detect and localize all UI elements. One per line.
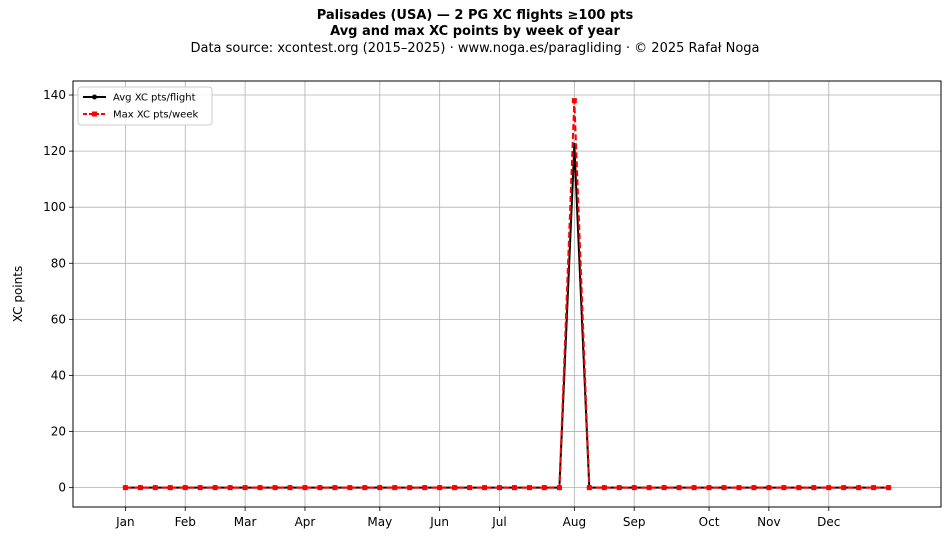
y-tick-label: 100 bbox=[43, 200, 66, 214]
data-point-max bbox=[721, 485, 727, 491]
data-point-max bbox=[272, 485, 278, 491]
y-tick-label: 140 bbox=[43, 88, 66, 102]
x-tick-label: Feb bbox=[175, 515, 196, 529]
chart-titles: Palisades (USA) — 2 PG XC flights ≥100 p… bbox=[0, 8, 950, 57]
legend: Avg XC pts/flight Max XC pts/week bbox=[77, 86, 213, 126]
data-point-max bbox=[482, 485, 488, 491]
x-tick-label: Dec bbox=[817, 515, 840, 529]
data-point-max bbox=[661, 485, 667, 491]
data-point-max bbox=[616, 485, 622, 491]
data-point-max bbox=[811, 485, 817, 491]
data-point-max bbox=[152, 485, 158, 491]
y-tick-label: 20 bbox=[51, 425, 66, 439]
legend-swatch-marker bbox=[92, 94, 97, 100]
data-point-max bbox=[392, 485, 398, 491]
data-point-max bbox=[257, 485, 263, 491]
data-point-max bbox=[826, 485, 832, 491]
data-point-max bbox=[871, 485, 877, 491]
y-tick-label: 60 bbox=[51, 312, 66, 326]
data-point-max bbox=[646, 485, 652, 491]
data-point-max bbox=[781, 485, 787, 491]
data-point-max bbox=[706, 485, 712, 491]
data-point-max bbox=[497, 485, 503, 491]
axes: 0 20 40 60 80 100 120 140 Jan Feb Mar Apr May Jun Jul A… bbox=[43, 88, 840, 529]
data-point-max bbox=[586, 485, 592, 491]
chart-title-line-1: Palisades (USA) — 2 PG XC flights ≥100 p… bbox=[316, 8, 634, 23]
y-tick-label: 40 bbox=[51, 368, 66, 382]
data-point-max bbox=[362, 485, 368, 491]
chart-title-line-2: Avg and max XC points by week of year bbox=[330, 24, 620, 39]
data-point-max bbox=[302, 485, 308, 491]
data-point-max bbox=[511, 485, 517, 491]
data-point-max bbox=[167, 485, 173, 491]
data-point-max bbox=[676, 485, 682, 491]
grid-lines bbox=[73, 81, 941, 507]
legend-entry-label: Max XC pts/week bbox=[113, 110, 198, 121]
x-tick-label: Mar bbox=[234, 515, 257, 529]
data-point-max bbox=[736, 485, 742, 491]
data-point-max bbox=[541, 485, 547, 491]
x-tick-label: Jul bbox=[491, 515, 506, 529]
y-tick-label: 80 bbox=[51, 256, 66, 270]
data-point-max bbox=[796, 485, 802, 491]
data-point-max bbox=[122, 485, 128, 491]
x-tick-label: May bbox=[367, 515, 392, 529]
data-point-max bbox=[691, 485, 697, 491]
plot-frame bbox=[72, 80, 942, 508]
data-point-max bbox=[751, 485, 757, 491]
legend-swatch-marker bbox=[92, 111, 97, 117]
data-point-max bbox=[227, 485, 233, 491]
data-point-max bbox=[452, 485, 458, 491]
data-point-max bbox=[601, 485, 607, 491]
data-point-max bbox=[886, 485, 892, 491]
series-layer bbox=[122, 98, 892, 491]
data-point-max bbox=[377, 485, 383, 491]
series-line-max bbox=[125, 99, 889, 489]
data-point-max bbox=[332, 485, 338, 491]
data-point-max bbox=[197, 485, 203, 491]
data-point-max bbox=[212, 485, 218, 491]
data-point-max bbox=[467, 485, 473, 491]
data-point-max bbox=[766, 485, 772, 491]
data-point-max bbox=[422, 485, 428, 491]
legend-box bbox=[77, 86, 213, 126]
data-point-max bbox=[631, 485, 637, 491]
series-line-avg bbox=[125, 144, 889, 489]
data-point-max bbox=[407, 485, 413, 491]
data-point-max bbox=[137, 485, 143, 491]
x-tick-label: Nov bbox=[757, 515, 780, 529]
data-point-max bbox=[242, 485, 248, 491]
data-point-max bbox=[571, 98, 577, 104]
data-point-max bbox=[526, 485, 532, 491]
x-tick-label: Sep bbox=[623, 515, 646, 529]
x-tick-label: Oct bbox=[699, 515, 720, 529]
data-point-max bbox=[317, 485, 323, 491]
data-point-max bbox=[182, 485, 188, 491]
data-point-max bbox=[287, 485, 293, 491]
chart-subtitle: Data source: xcontest.org (2015–2025) · … bbox=[190, 41, 760, 56]
data-point-max bbox=[841, 485, 847, 491]
data-point-max bbox=[347, 485, 353, 491]
x-tick-label: Jun bbox=[429, 515, 449, 529]
x-tick-label: Apr bbox=[295, 515, 316, 529]
data-point-max bbox=[437, 485, 443, 491]
x-tick-label: Jan bbox=[115, 515, 135, 529]
y-tick-label: 120 bbox=[43, 144, 66, 158]
x-tick-label: Aug bbox=[563, 515, 586, 529]
data-point-max bbox=[856, 485, 862, 491]
y-axis-label: XC points bbox=[11, 266, 25, 322]
y-tick-label: 0 bbox=[58, 481, 66, 495]
legend-entry-label: Avg XC pts/flight bbox=[113, 93, 196, 104]
data-point-max bbox=[556, 485, 562, 491]
